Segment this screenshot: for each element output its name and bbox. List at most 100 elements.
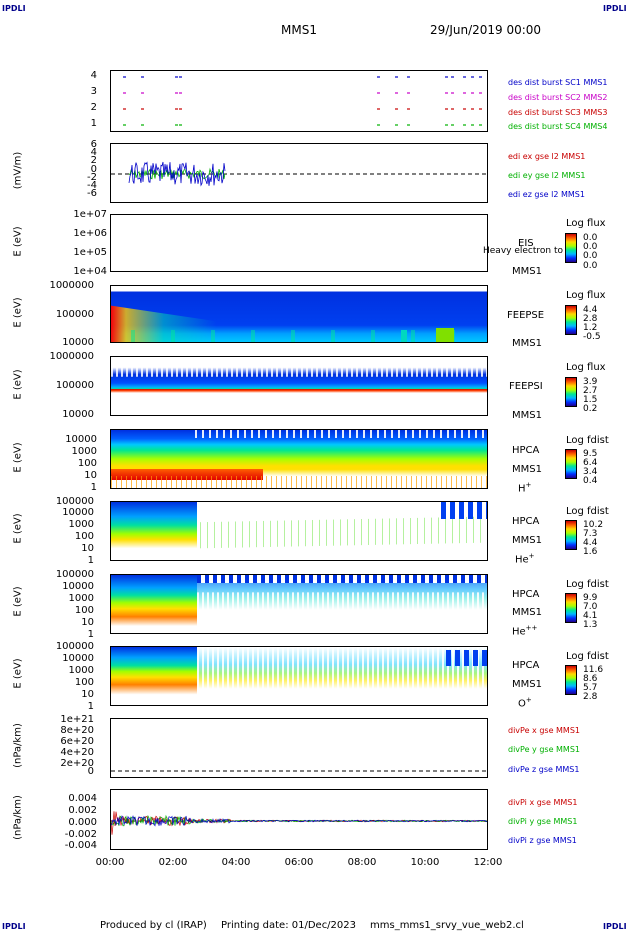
feepse-cb-val: -0.5 bbox=[583, 332, 601, 342]
feepse-spacecraft: MMS1 bbox=[512, 338, 542, 349]
hpca-h-cb-val: 6.4 bbox=[583, 458, 598, 468]
eis-cb-title: Log flux bbox=[566, 218, 606, 229]
hpca-hepp-ytick: 1000 bbox=[68, 593, 94, 604]
hpca-hepp-cb-val: 4.1 bbox=[583, 611, 598, 621]
date-title: 29/Jun/2019 00:00 bbox=[430, 23, 542, 37]
hpca-hepp-cb-val: 7.0 bbox=[583, 602, 598, 612]
burst-legend-3: des dist burst SC3 MMS3 bbox=[508, 108, 608, 117]
hpca-o-ytick: 10 bbox=[81, 689, 94, 700]
hpca-h-ion: H+ bbox=[518, 481, 532, 495]
divpe-ytick: 6e+20 bbox=[60, 736, 94, 747]
edi-plot bbox=[111, 161, 487, 187]
feepsi-ylabel: E (eV) bbox=[12, 369, 24, 400]
hpca-h-spacecraft: MMS1 bbox=[512, 464, 542, 475]
eis-ytick: 1e+04 bbox=[73, 266, 107, 277]
hpca-hepp-ytick: 10 bbox=[81, 617, 94, 628]
edi-ytick: 2 bbox=[90, 155, 97, 166]
feepse-ylabel: E (eV) bbox=[12, 297, 24, 328]
hpca-hepp-ion: He++ bbox=[512, 624, 538, 638]
feepsi-ytick: 100000 bbox=[55, 380, 94, 391]
edi-ytick: 4 bbox=[90, 147, 97, 158]
hpca-hepp-ytick: 100 bbox=[74, 605, 94, 616]
hpca-he-ylabel: E (eV) bbox=[12, 513, 24, 544]
hpca-h-cb-title: Log fdist bbox=[566, 435, 609, 446]
divpi-ytick: -0.002 bbox=[64, 829, 97, 840]
hpca-hepp-instrument: HPCA bbox=[512, 589, 540, 600]
hpca-he-ion: He+ bbox=[515, 552, 535, 566]
burst-ytick-2: 2 bbox=[90, 102, 97, 113]
mission-title: MMS1 bbox=[281, 23, 317, 37]
feepsi-cb-val: 3.9 bbox=[583, 377, 598, 387]
burst-plot bbox=[123, 76, 482, 126]
hpca-h-ylabel: E (eV) bbox=[12, 442, 24, 473]
x-tick-label: 10:00 bbox=[410, 857, 440, 868]
hpca-he-panel bbox=[110, 501, 488, 561]
hpca-hepp-spacecraft: MMS1 bbox=[512, 607, 542, 618]
divpi-legend-y: divPi y gse MMS1 bbox=[508, 817, 578, 826]
hpca-o-ytick: 100000 bbox=[55, 641, 94, 652]
x-tick-label: 02:00 bbox=[158, 857, 188, 868]
hpca-o-cb-title: Log fdist bbox=[566, 651, 609, 662]
hpca-he-ytick: 10 bbox=[81, 543, 94, 554]
hpca-he-ytick: 10000 bbox=[62, 507, 94, 518]
feepsi-cb-val: 1.5 bbox=[583, 395, 598, 405]
hpca-hepp-colorbar bbox=[565, 593, 577, 623]
hpca-he-ytick: 1000 bbox=[68, 519, 94, 530]
eis-ytick: 1e+05 bbox=[73, 247, 107, 258]
x-tick-label: 04:00 bbox=[221, 857, 251, 868]
hpca-h-ytick: 1000 bbox=[71, 446, 97, 457]
eis-instrument: EIS bbox=[518, 238, 534, 249]
hpca-o-ylabel: E (eV) bbox=[12, 658, 24, 689]
hpca-hepp-ytick: 100000 bbox=[55, 569, 94, 580]
feepse-ytick: 10000 bbox=[62, 337, 94, 348]
divpi-plot bbox=[111, 811, 487, 835]
feepsi-colorbar bbox=[565, 377, 577, 407]
hpca-h-ytick: 10000 bbox=[65, 434, 97, 445]
edi-ytick: -4 bbox=[87, 180, 97, 191]
hpca-hepp-cb-val: 1.3 bbox=[583, 620, 598, 630]
footer-printing-date: Printing date: 01/Dec/2023 bbox=[221, 920, 357, 931]
hpca-h-cb-val: 3.4 bbox=[583, 467, 598, 477]
feepsi-cb-title: Log flux bbox=[566, 362, 606, 373]
divpi-ytick: 0.000 bbox=[68, 817, 97, 828]
hpca-hepp-panel bbox=[110, 574, 488, 634]
hpca-o-ion: O+ bbox=[518, 696, 532, 710]
divpe-panel bbox=[110, 718, 488, 778]
divpe-legend-y: divPe y gse MMS1 bbox=[508, 745, 580, 754]
eis-cb-val: 0.0 bbox=[583, 261, 598, 271]
hpca-he-instrument: HPCA bbox=[512, 516, 540, 527]
hpca-he-cb-val: 10.2 bbox=[583, 520, 604, 530]
hpca-hepp-ylabel: E (eV) bbox=[12, 586, 24, 617]
hpca-he-cb-val: 7.3 bbox=[583, 529, 598, 539]
hpca-o-cb-val: 11.6 bbox=[583, 665, 604, 675]
x-tick-label: 00:00 bbox=[95, 857, 125, 868]
hpca-o-cb-val: 5.7 bbox=[583, 683, 598, 693]
eis-ytick: 1e+06 bbox=[73, 228, 107, 239]
hpca-hepp-ytick: 1 bbox=[87, 629, 94, 640]
burst-ytick-1: 1 bbox=[90, 118, 97, 129]
hpca-he-ytick: 100 bbox=[74, 531, 94, 542]
x-tick-label: 06:00 bbox=[284, 857, 314, 868]
hpca-h-cb-val: 9.5 bbox=[583, 449, 598, 459]
eis-cb-val: 0.0 bbox=[583, 233, 598, 243]
feepse-ytick: 1000000 bbox=[49, 280, 94, 291]
feepse-colorbar bbox=[565, 305, 577, 335]
hpca-o-cb-val: 8.6 bbox=[583, 674, 598, 684]
hpca-h-ytick: 100 bbox=[77, 458, 97, 469]
hpca-hepp-cb-title: Log fdist bbox=[566, 579, 609, 590]
divpi-ylabel: (nPa/km) bbox=[12, 795, 24, 840]
hpca-hepp-ytick: 10000 bbox=[62, 581, 94, 592]
feepsi-spacecraft: MMS1 bbox=[512, 410, 542, 421]
hpca-h-ytick: 10 bbox=[84, 470, 97, 481]
divpi-legend-x: divPi x gse MMS1 bbox=[508, 798, 578, 807]
hpca-he-spacecraft: MMS1 bbox=[512, 535, 542, 546]
eis-cb-val: 0.0 bbox=[583, 242, 598, 252]
feepsi-panel bbox=[110, 356, 488, 416]
burst-legend-4: des dist burst SC4 MMS4 bbox=[508, 122, 608, 131]
hpca-o-colorbar bbox=[565, 665, 577, 695]
x-tick-label: 12:00 bbox=[473, 857, 503, 868]
edi-series-line bbox=[128, 161, 226, 187]
footer-filename: mms_mms1_srvy_vue_web2.cl bbox=[370, 920, 524, 931]
feepse-instrument: FEEPSE bbox=[507, 310, 545, 321]
feepse-ytick: 100000 bbox=[55, 309, 94, 320]
